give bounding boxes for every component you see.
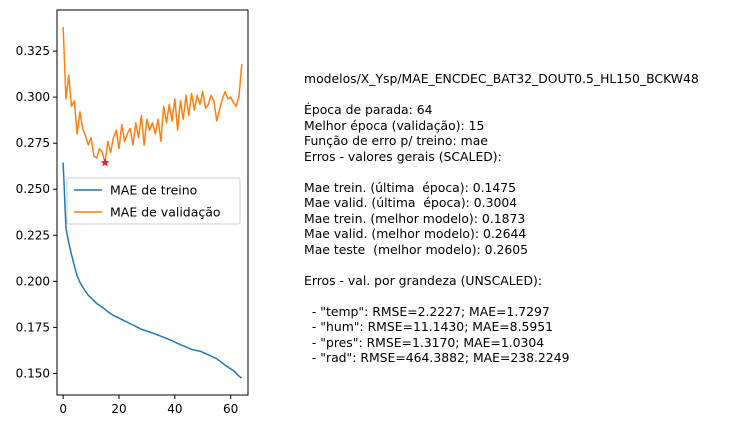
info-line: Mae teste (melhor modelo): 0.2605: [304, 241, 529, 257]
y-tick-label: 0.175: [16, 320, 50, 334]
y-tick-label: 0.150: [16, 366, 50, 380]
info-panel: modelos/X_Ysp/MAE_ENCDEC_BAT32_DOUT0.5_H…: [304, 71, 699, 366]
info-line: Mae valid. (última época): 0.3004: [304, 195, 518, 210]
series-line-valid: [62, 27, 243, 164]
info-line: Época de parada: 64: [304, 102, 433, 117]
info-line: Mae trein. (melhor modelo): 0.1873: [304, 210, 526, 226]
legend-label-train: MAE de treino: [110, 183, 197, 198]
legend: MAE de treino MAE de validação: [66, 177, 241, 225]
legend-label-valid: MAE de validação: [110, 205, 221, 220]
info-line: Mae trein. (última época): 0.1475: [304, 179, 517, 195]
info-blank-line: [304, 257, 699, 273]
info-line: Erros - val. por grandeza (UNSCALED):: [304, 272, 543, 288]
y-tick-label: 0.325: [16, 44, 50, 58]
info-blank-line: [304, 87, 699, 103]
y-tick-label: 0.300: [16, 90, 50, 104]
x-tick-label: 0: [59, 402, 67, 416]
y-tick-label: 0.275: [16, 136, 50, 150]
best-epoch-star-marker: [100, 158, 110, 167]
info-line: Função de erro p/ treino: mae: [304, 133, 488, 148]
info-line: - "pres": RMSE=1.3170; MAE=1.0304: [304, 334, 545, 350]
y-tick-label: 0.225: [16, 228, 50, 242]
info-line: - "temp": RMSE=2.2227; MAE=1.7297: [304, 303, 550, 319]
info-line: - "rad": RMSE=464.3882; MAE=238.2249: [304, 350, 570, 365]
legend-box: [66, 177, 241, 225]
y-axis: 0.150 0.175 0.200 0.225 0.250 0.275 0.300 0.325: [16, 44, 57, 380]
x-tick-label: 60: [223, 402, 238, 416]
x-tick-label: 20: [111, 402, 126, 416]
series-line-train: [62, 162, 243, 379]
info-blank-line: [304, 164, 699, 180]
info-line: Erros - valores gerais (SCALED):: [304, 148, 502, 164]
info-line: Mae valid. (melhor modelo): 0.2644: [304, 226, 527, 241]
info-line: modelos/X_Ysp/MAE_ENCDEC_BAT32_DOUT0.5_H…: [304, 71, 699, 86]
y-tick-label: 0.250: [16, 182, 50, 196]
training-chart: 0.150 0.175 0.200 0.225 0.250 0.275 0.300 0.325…: [16, 9, 249, 416]
info-blank-line: [304, 288, 699, 304]
info-line: - "hum": RMSE=11.1430; MAE=8.5951: [304, 319, 554, 334]
y-tick-label: 0.200: [16, 274, 50, 288]
info-line: Melhor época (validação): 15: [304, 117, 485, 133]
series-layer: [62, 27, 243, 379]
x-axis: 0 20 40 60: [59, 395, 238, 416]
x-tick-label: 40: [167, 402, 182, 416]
